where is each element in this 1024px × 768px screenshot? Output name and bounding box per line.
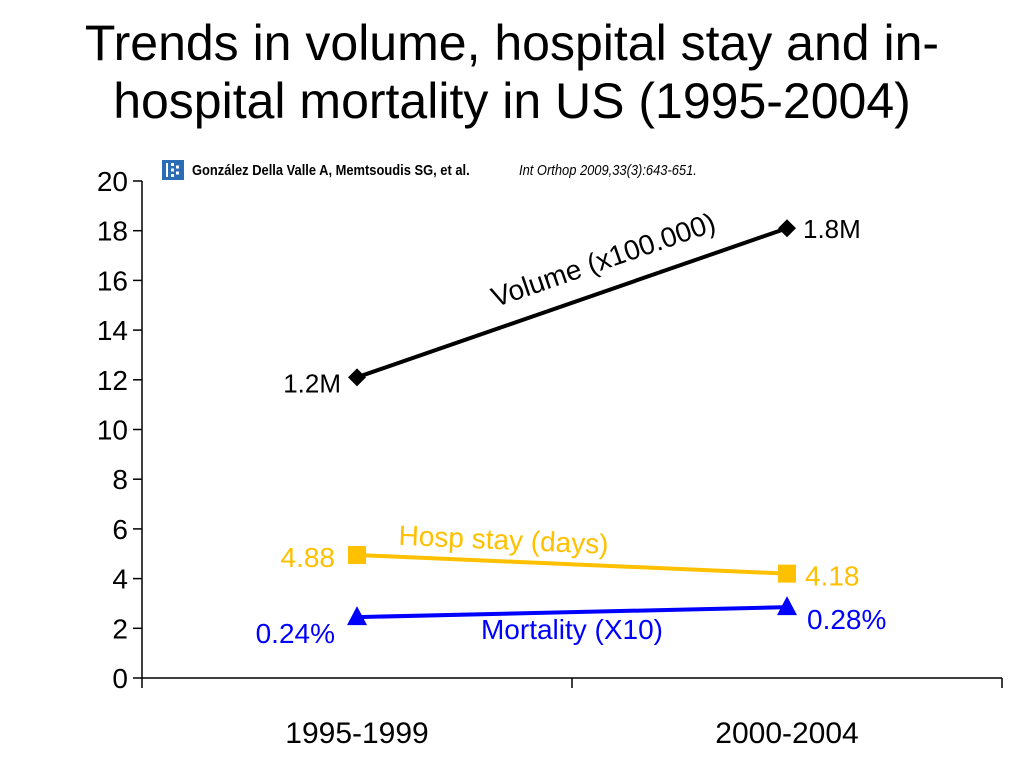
y-tick-label: 12 (97, 365, 128, 396)
data-label: 0.28% (807, 604, 886, 635)
series-name-hosp-stay: Hosp stay (days) (398, 520, 609, 560)
data-point-triangle (777, 596, 797, 616)
y-tick-label: 18 (97, 216, 128, 247)
citation-journal: Int Orthop 2009,33(3):643-651. (518, 161, 697, 179)
series-line (356, 552, 788, 576)
title-line-1: Trends in volume, hospital stay and in- (84, 15, 940, 71)
slide-title: Trends in volume, hospital stay and in- … (0, 14, 1024, 130)
data-label: 4.18 (805, 561, 860, 592)
y-tick-label: 6 (112, 514, 128, 545)
journal-logo-icon (162, 160, 184, 180)
y-tick-label: 20 (97, 166, 128, 197)
title-line-2: hospital mortality in US (1995-2004) (113, 73, 911, 129)
series-name-volume: Volume (x100.000) (487, 207, 719, 313)
series-name-mortality: Mortality (X10) (481, 614, 663, 645)
series-line (356, 226, 788, 380)
y-tick-label: 16 (97, 265, 128, 296)
series-line (356, 605, 788, 620)
x-tick-label: 2000-2004 (715, 717, 858, 750)
data-label: 1.8M (803, 214, 861, 244)
data-label: 4.88 (281, 542, 336, 573)
y-tick-label: 0 (112, 663, 128, 694)
y-tick-label: 14 (97, 315, 128, 346)
x-tick-label: 1995-1999 (285, 717, 428, 750)
data-point-diamond (348, 368, 366, 387)
y-tick-label: 10 (97, 415, 128, 446)
data-label: 1.2M (283, 368, 341, 398)
citation: González Della Valle A, Memtsoudis SG, e… (162, 160, 726, 180)
y-tick-label: 8 (112, 464, 128, 495)
data-point-square (778, 564, 796, 583)
data-point-square (348, 545, 366, 564)
citation-authors: González Della Valle A, Memtsoudis SG, e… (192, 161, 470, 179)
data-point-diamond (778, 219, 796, 238)
data-label: 0.24% (256, 618, 335, 649)
y-tick-label: 2 (112, 613, 128, 644)
y-tick-label: 4 (112, 564, 128, 595)
data-point-triangle (347, 606, 367, 626)
